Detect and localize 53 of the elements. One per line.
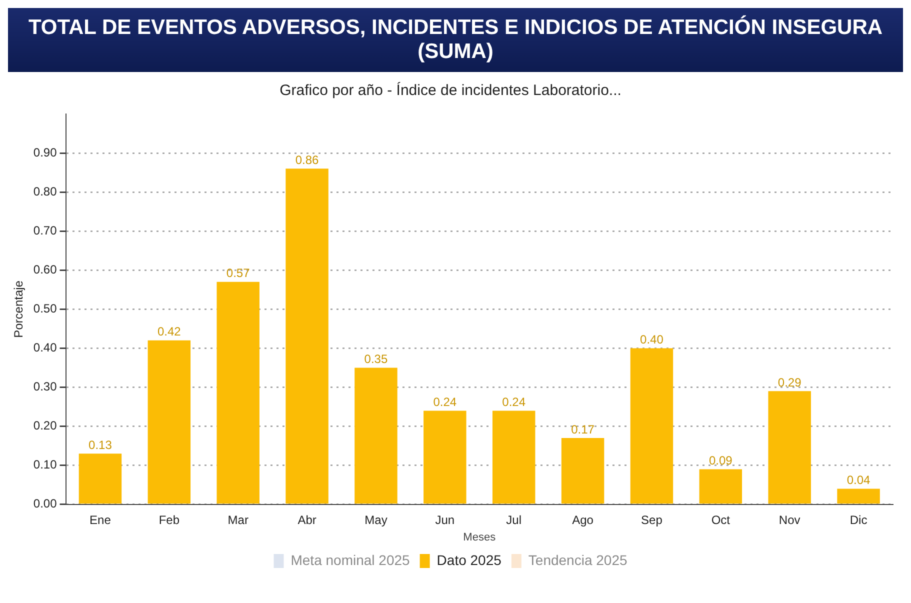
bar	[354, 368, 398, 504]
x-tick-label: May	[364, 512, 388, 527]
bar	[78, 454, 122, 504]
y-tick-label: 0.50	[33, 302, 58, 316]
data-label: 0.40	[640, 332, 664, 347]
y-tick-label: 0.00	[33, 496, 58, 511]
bar	[561, 438, 604, 504]
y-tick-label: 0.80	[33, 184, 58, 198]
y-tick-label: 0.40	[33, 340, 58, 355]
data-label: 0.42	[157, 324, 182, 339]
data-label: 0.29	[778, 375, 802, 390]
y-tick-label: 0.20	[33, 418, 58, 433]
y-tick-label: 0.90	[33, 145, 58, 160]
x-tick-label: Jul	[506, 512, 522, 527]
legend-label: Meta nominal 2025	[290, 552, 410, 568]
x-tick-label: Jun	[435, 512, 455, 527]
x-tick-label: Sep	[641, 512, 663, 527]
x-axis-title: Meses	[463, 531, 496, 544]
x-tick-label: Ago	[572, 512, 594, 527]
x-tick-label: Dic	[850, 512, 868, 527]
data-label: 0.86	[295, 152, 320, 167]
data-label: 0.04	[846, 473, 871, 488]
data-label: 0.13	[88, 438, 112, 452]
x-tick-label: Mar	[228, 512, 248, 527]
x-tick-label: Ene	[90, 512, 112, 527]
y-tick-label: 0.10	[33, 458, 58, 472]
data-label: 0.35	[364, 352, 388, 366]
bar	[148, 340, 191, 504]
data-label: 0.24	[502, 395, 526, 410]
bar	[837, 488, 880, 504]
bar	[630, 348, 674, 504]
bar	[492, 410, 536, 504]
data-label: 0.57	[226, 266, 250, 280]
data-label: 0.17	[571, 422, 595, 436]
y-tick-label: 0.70	[33, 223, 58, 238]
x-tick-label: Oct	[711, 512, 731, 527]
chart-subtitle: Grafico por año - Índice de incidentes Laboratorio...	[280, 81, 622, 100]
x-tick-label: Nov	[778, 512, 800, 527]
y-axis-title: Porcentaje	[12, 280, 26, 338]
x-tick-label: Abr	[298, 512, 316, 527]
x-tick-label: Feb	[158, 512, 180, 527]
legend-label: Tendencia 2025	[528, 552, 628, 568]
bar	[286, 168, 328, 504]
y-tick-label: 0.30	[33, 380, 58, 394]
bar	[424, 410, 466, 504]
legend-label: Dato 2025	[436, 552, 502, 568]
bar	[699, 469, 742, 504]
data-label: 0.09	[708, 454, 733, 468]
y-tick-label: 0.60	[33, 262, 58, 276]
bar	[768, 391, 811, 504]
data-label: 0.24	[433, 395, 457, 410]
chart-title: TOTAL DE EVENTOS ADVERSOS, INCIDENTES E INDICIOS DE ATENCIÓN INSEGURA (SUMA)	[8, 8, 903, 72]
bar	[216, 282, 260, 504]
